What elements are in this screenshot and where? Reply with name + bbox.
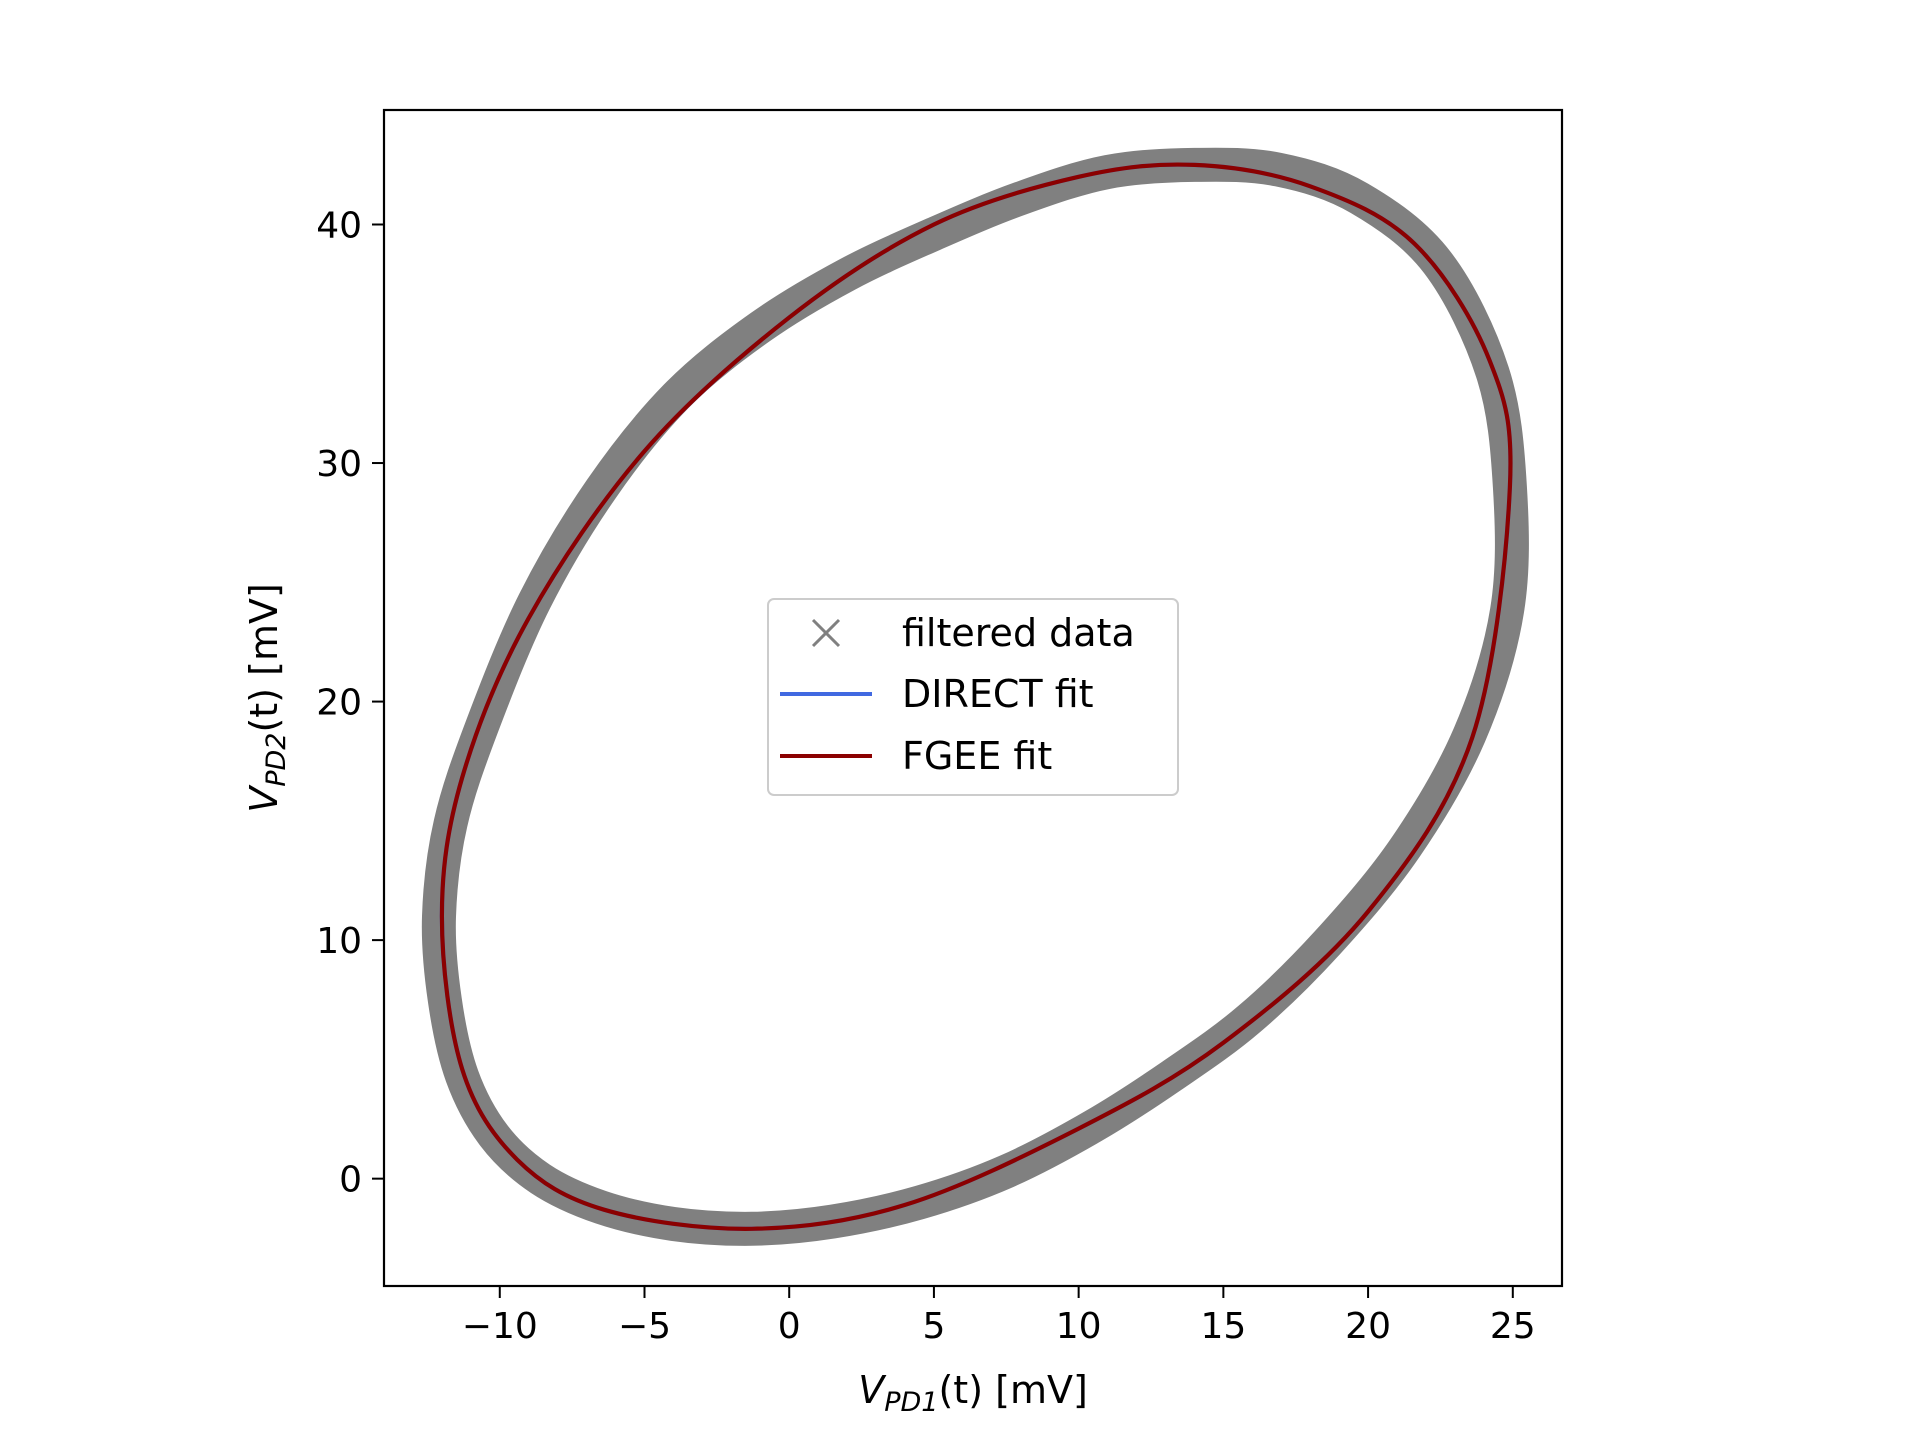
data-point [750,317,771,338]
legend-marker-filtered-data [811,618,841,648]
x-axis-label-main: V [858,1368,887,1412]
axes-frame [382,108,1564,1288]
legend-label-direct-fit: DIRECT fit [902,672,1094,716]
x-tick-label: 25 [1490,1306,1536,1347]
legend: filtered data DIRECT fit FGEE fit [767,598,1179,796]
legend-box [767,598,1179,796]
x-tick-label: −10 [462,1306,538,1347]
y-tick-label: 20 [316,683,362,724]
y-axis-label-rest: (t) [mV] [242,583,286,732]
y-tick-label: 40 [316,205,362,246]
legend-label-fgee-fit: FGEE fit [902,734,1052,778]
y-axis: 0 10 20 30 40 [316,205,384,1201]
data-point [666,386,687,407]
x-tick-label: 20 [1345,1306,1391,1347]
x-tick-label: 10 [1056,1306,1102,1347]
x-tick-label: 5 [922,1306,945,1347]
series-line-fgee-fit [439,162,1513,1231]
legend-label-filtered-data: filtered data [902,611,1135,655]
data-point [1427,252,1448,273]
x-axis-label-rest: (t) [mV] [938,1368,1087,1412]
x-tick-label: 0 [778,1306,801,1347]
x-axis-label-sub: PD1 [884,1387,938,1418]
plot-area [421,147,1529,1246]
y-tick-label: 0 [339,1160,362,1201]
data-point [428,906,450,927]
x-tick-label: 15 [1200,1306,1246,1347]
y-axis-label-sub: PD2 [261,733,292,787]
y-tick-label: 30 [316,444,362,485]
x-tick-label: −5 [618,1306,671,1347]
y-axis-label-main: V [242,784,286,813]
x-axis-label: VPD1(t) [mV] [858,1368,1088,1418]
y-tick-label: 10 [316,921,362,962]
y-axis-label: VPD2(t) [mV] [242,583,292,813]
x-axis: −10 −5 0 5 10 15 20 25 [462,1286,1536,1347]
